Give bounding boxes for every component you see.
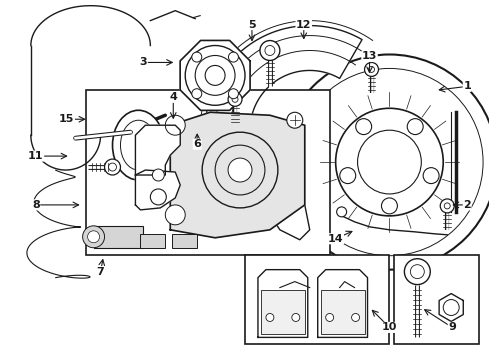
- Circle shape: [287, 112, 303, 128]
- Text: 13: 13: [362, 51, 377, 62]
- Circle shape: [165, 205, 185, 225]
- Circle shape: [215, 145, 265, 195]
- Circle shape: [382, 198, 397, 214]
- Text: 8: 8: [32, 200, 40, 210]
- Circle shape: [440, 199, 454, 213]
- Text: 10: 10: [382, 323, 397, 332]
- Circle shape: [192, 89, 202, 99]
- Text: 7: 7: [97, 267, 104, 276]
- Circle shape: [443, 300, 459, 315]
- Polygon shape: [205, 26, 362, 183]
- Circle shape: [340, 168, 356, 184]
- Bar: [261, 289, 305, 334]
- Circle shape: [108, 163, 117, 171]
- Polygon shape: [171, 112, 305, 238]
- Circle shape: [232, 96, 238, 102]
- Bar: [141, 234, 165, 248]
- Circle shape: [410, 265, 424, 279]
- Circle shape: [165, 115, 185, 135]
- Circle shape: [404, 259, 430, 285]
- Circle shape: [407, 119, 423, 135]
- Text: 11: 11: [28, 151, 44, 161]
- Text: 3: 3: [140, 58, 147, 67]
- Bar: [394, 255, 479, 345]
- Bar: [245, 255, 390, 345]
- Polygon shape: [258, 270, 308, 337]
- Circle shape: [326, 314, 334, 321]
- Ellipse shape: [121, 120, 156, 170]
- Circle shape: [368, 67, 374, 72]
- Polygon shape: [439, 293, 463, 321]
- Circle shape: [365, 62, 378, 76]
- Circle shape: [185, 45, 245, 105]
- Text: 4: 4: [170, 92, 177, 102]
- Ellipse shape: [113, 110, 164, 180]
- Polygon shape: [135, 170, 180, 210]
- Bar: [321, 289, 365, 334]
- Text: 2: 2: [463, 200, 471, 210]
- Polygon shape: [270, 195, 310, 240]
- Circle shape: [150, 189, 166, 205]
- Text: 6: 6: [193, 139, 201, 149]
- Circle shape: [88, 231, 99, 243]
- Circle shape: [358, 130, 421, 194]
- Circle shape: [83, 226, 104, 248]
- Circle shape: [292, 314, 300, 321]
- Circle shape: [192, 52, 202, 62]
- Text: 9: 9: [448, 323, 456, 332]
- Polygon shape: [180, 40, 250, 111]
- Circle shape: [104, 159, 121, 175]
- Bar: [94, 226, 144, 248]
- Circle shape: [336, 108, 443, 216]
- Circle shape: [228, 92, 242, 106]
- Circle shape: [352, 314, 360, 321]
- Bar: [172, 234, 197, 248]
- Text: 14: 14: [328, 234, 343, 244]
- Circle shape: [266, 314, 274, 321]
- Circle shape: [423, 168, 439, 184]
- Circle shape: [228, 52, 239, 62]
- Polygon shape: [318, 270, 368, 337]
- Text: 15: 15: [59, 114, 74, 124]
- Circle shape: [228, 158, 252, 182]
- Circle shape: [205, 66, 225, 85]
- Text: 1: 1: [463, 81, 471, 91]
- Polygon shape: [135, 125, 180, 175]
- Circle shape: [282, 54, 490, 270]
- Circle shape: [202, 132, 278, 208]
- Circle shape: [260, 41, 280, 60]
- Circle shape: [337, 207, 346, 217]
- Circle shape: [296, 68, 483, 256]
- Bar: [86, 90, 330, 255]
- Circle shape: [195, 55, 235, 95]
- Circle shape: [444, 203, 450, 209]
- Circle shape: [356, 119, 371, 135]
- Text: 12: 12: [296, 19, 312, 30]
- Text: 5: 5: [248, 19, 256, 30]
- Circle shape: [265, 45, 275, 55]
- Circle shape: [152, 169, 164, 181]
- Circle shape: [228, 89, 239, 99]
